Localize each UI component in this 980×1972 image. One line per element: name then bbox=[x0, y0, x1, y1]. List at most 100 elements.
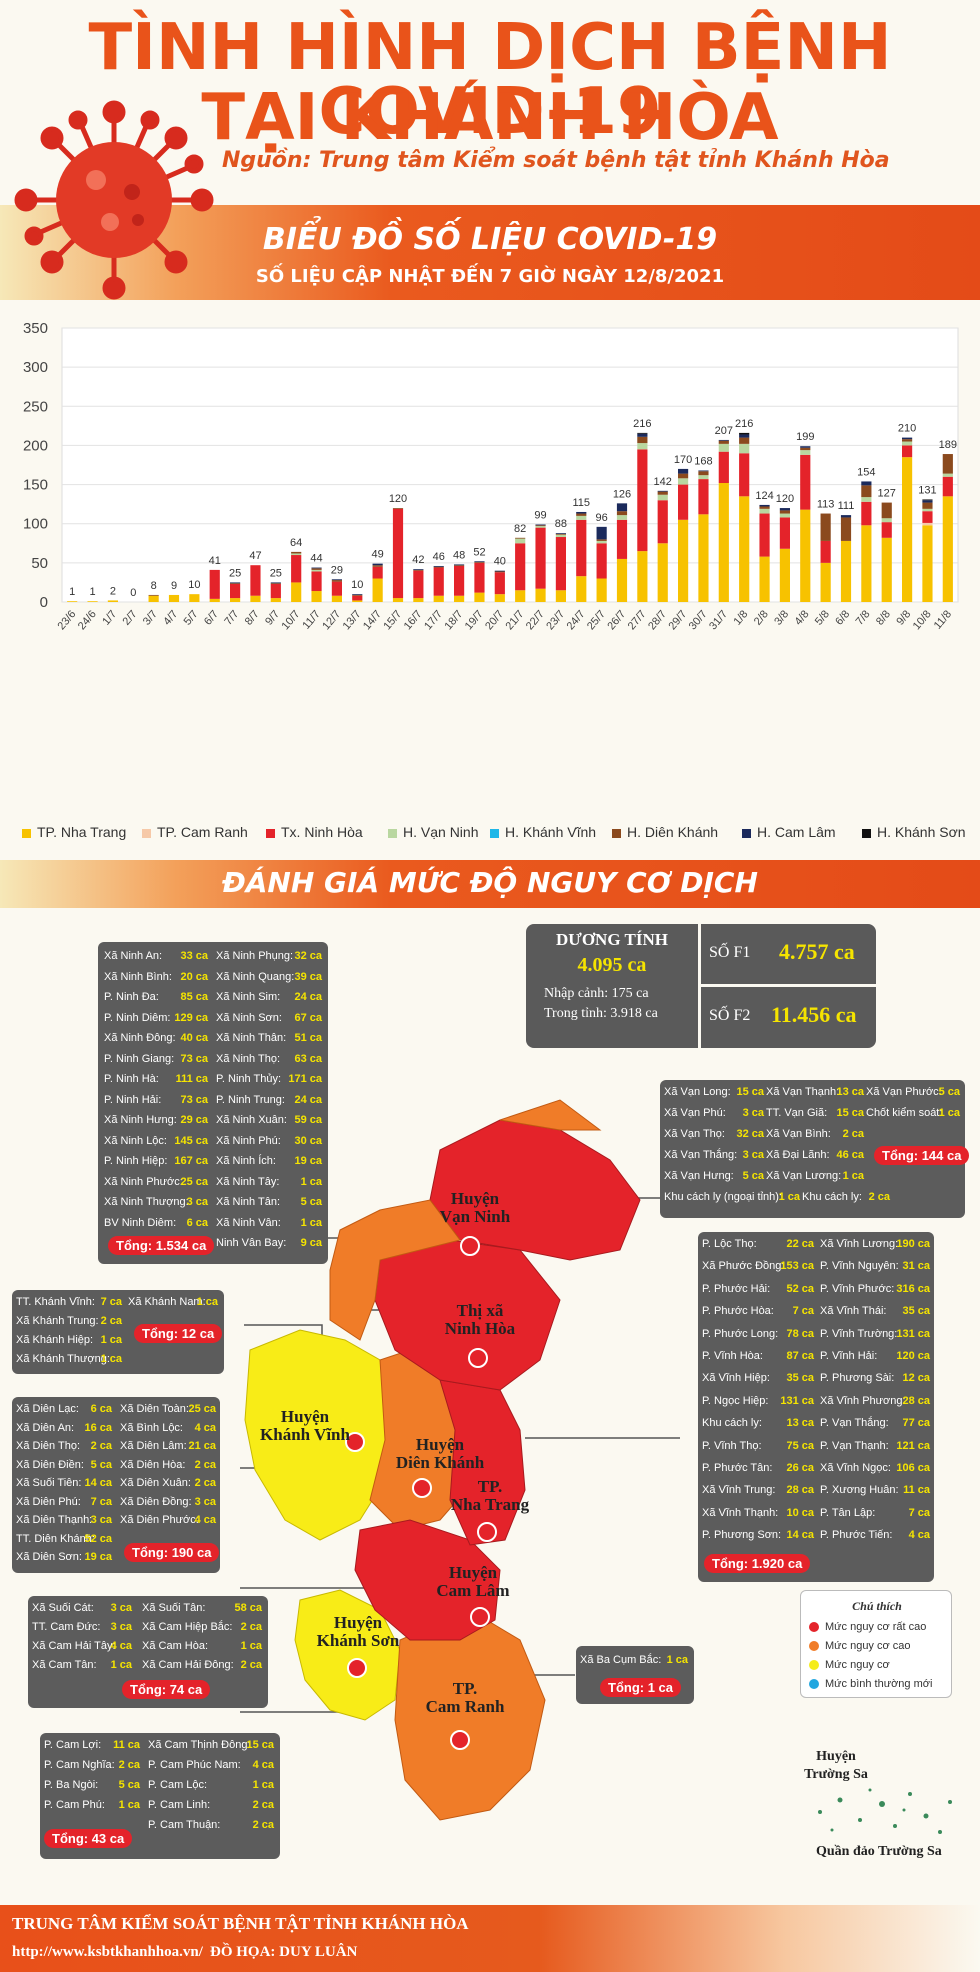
detail-value: 4 ca bbox=[194, 1421, 216, 1434]
source-text: Nguồn: Trung tâm Kiểm soát bệnh tật tỉnh… bbox=[222, 148, 890, 173]
legend-swatch bbox=[862, 828, 871, 838]
bar-segment bbox=[515, 538, 526, 544]
bar-segment bbox=[637, 449, 648, 552]
y-tick-label: 150 bbox=[23, 477, 48, 494]
detail-value: 5 ca bbox=[742, 1170, 764, 1182]
risk-dot-icon bbox=[809, 1679, 819, 1690]
map-pins bbox=[345, 1236, 497, 1750]
detail-label: P. Ninh Giang: bbox=[104, 1052, 175, 1065]
bar-segment bbox=[230, 582, 241, 584]
detail-value: 3 ca bbox=[742, 1149, 764, 1161]
data-label: 189 bbox=[939, 439, 957, 451]
risk-dot-icon bbox=[809, 1641, 819, 1652]
detail-label: Xã Suối Tiên: bbox=[16, 1477, 82, 1489]
x-tick-label: 12/7 bbox=[320, 608, 343, 632]
detail-label: Xã Khánh Hiệp: bbox=[16, 1334, 94, 1346]
bar-segment bbox=[392, 508, 404, 599]
covid-stacked-bar-chart: 050100150200250300350123/6124/621/702/78… bbox=[23, 320, 959, 632]
bar-segment bbox=[331, 595, 342, 602]
detail-value: 13 ca bbox=[786, 1417, 814, 1430]
detail-value: 46 ca bbox=[836, 1149, 864, 1161]
x-tick-label: 8/7 bbox=[243, 608, 262, 627]
chart-subtitle: SỐ LIỆU CẬP NHẬT ĐẾN 7 GIỜ NGÀY 12/8/202… bbox=[255, 266, 725, 287]
cam-ranh-details-box: P. Cam Lợi: 11 ca P. Cam Nghĩa: 2 ca P. Ba N… bbox=[40, 1733, 280, 1859]
detail-label: P. Ninh Hải: bbox=[104, 1093, 162, 1106]
bar-segment bbox=[515, 537, 526, 539]
header bbox=[0, 0, 980, 200]
footer-url[interactable]: http://www.ksbtkhanhhoa.vn/ bbox=[12, 1944, 203, 1960]
f2-label: SỐ F2 bbox=[709, 1007, 751, 1024]
bar-segment bbox=[698, 479, 709, 515]
detail-value: 6 ca bbox=[90, 1403, 112, 1415]
risk-key-item: Mức nguy cơ cao bbox=[809, 1640, 911, 1652]
bar-segment bbox=[596, 578, 607, 602]
legend-label: TP. Cam Ranh bbox=[157, 824, 248, 840]
region-nha-trang bbox=[439, 1379, 526, 1546]
detail-label: TT. Cam Đức: bbox=[32, 1621, 101, 1633]
detail-value: 19 ca bbox=[294, 1155, 322, 1167]
data-label: 29 bbox=[331, 564, 343, 576]
data-label: 99 bbox=[534, 509, 546, 521]
detail-value: 4 ca bbox=[252, 1759, 274, 1771]
legend-label: Tx. Ninh Hòa bbox=[281, 824, 363, 840]
detail-value: 73 ca bbox=[180, 1052, 208, 1065]
bar-segment bbox=[270, 582, 281, 584]
detail-label: P. Ninh Đa: bbox=[104, 991, 159, 1003]
detail-label: Khu cách ly: bbox=[702, 1417, 762, 1430]
bar-segment bbox=[331, 581, 342, 596]
detail-label: Xã Diên Đồng: bbox=[120, 1495, 192, 1508]
detail-value: 58 ca bbox=[234, 1602, 262, 1614]
x-tick-label: 11/8 bbox=[932, 608, 954, 631]
data-label: 168 bbox=[694, 455, 712, 467]
detail-label: Xã Vạn Thắng: bbox=[664, 1149, 738, 1161]
detail-value: 35 ca bbox=[786, 1372, 814, 1385]
bar-segment bbox=[67, 601, 78, 602]
label-cam-lam: Huyện Cam Lâm bbox=[436, 1563, 510, 1600]
bar-segment bbox=[576, 511, 587, 514]
detail-label: Xã Ninh Thượng: bbox=[104, 1196, 189, 1208]
detail-value: 78 ca bbox=[786, 1327, 814, 1340]
bar-segment bbox=[678, 478, 689, 485]
bar-segment bbox=[902, 445, 913, 458]
x-tick-label: 17/7 bbox=[422, 608, 445, 632]
bar-segment bbox=[576, 519, 587, 577]
detail-value: 4 ca bbox=[110, 1640, 132, 1652]
detail-label: P. Vạn Thắng: bbox=[820, 1417, 889, 1430]
bar-segment bbox=[779, 548, 790, 602]
bar-segment bbox=[189, 594, 200, 602]
x-tick-label: 13/7 bbox=[341, 608, 364, 632]
bar-segment bbox=[454, 595, 465, 602]
data-label: 44 bbox=[310, 553, 322, 565]
detail-value: 316 ca bbox=[896, 1282, 930, 1295]
bar-segment bbox=[881, 502, 892, 519]
bar-segment bbox=[596, 540, 607, 544]
detail-label: Xã Phước Đồng: bbox=[702, 1260, 785, 1273]
data-label: 124 bbox=[755, 490, 773, 502]
bar-segment bbox=[678, 484, 689, 520]
risk-banner bbox=[0, 860, 980, 908]
bar-segment bbox=[616, 519, 628, 559]
x-tick-label: 15/7 bbox=[381, 608, 404, 632]
bar-segment bbox=[718, 440, 729, 444]
data-label: 1 bbox=[69, 586, 75, 598]
bar-segment bbox=[698, 470, 709, 472]
bar-segment bbox=[718, 483, 729, 602]
detail-label: P. Vĩnh Hòa: bbox=[702, 1350, 763, 1362]
detail-label: P. Tân Lập: bbox=[820, 1506, 876, 1519]
bar-segment bbox=[861, 501, 872, 526]
bar-segment bbox=[922, 499, 933, 501]
detail-value: 2 ca bbox=[240, 1621, 262, 1633]
detail-label: P. Cam Lợi: bbox=[44, 1739, 102, 1751]
detail-label: Xã Ninh Ích: bbox=[216, 1155, 276, 1167]
legend-item: H. Khánh Sơn bbox=[862, 824, 966, 840]
bar-segment bbox=[494, 572, 505, 595]
detail-value: 5 ca bbox=[938, 1086, 960, 1098]
detail-value: 21 ca bbox=[188, 1440, 216, 1452]
detail-value: 2 ca bbox=[842, 1128, 864, 1140]
van-ninh-details-box: Xã Vạn Long: 15 ca Xã Vạn Thạnh: 13 ca Xã Vạ… bbox=[660, 1080, 970, 1218]
data-label: 154 bbox=[857, 466, 875, 478]
x-tick-label: 31/7 bbox=[707, 608, 730, 632]
detail-label: P. Cam Phúc Nam: bbox=[148, 1759, 241, 1771]
bar-segment bbox=[454, 565, 465, 596]
detail-value: 2 ca bbox=[252, 1799, 274, 1811]
